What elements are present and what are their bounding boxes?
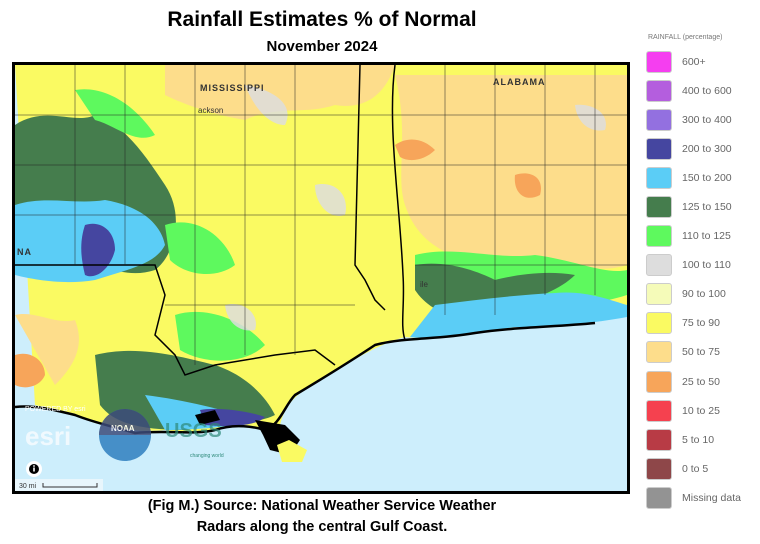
info-icon[interactable] [26, 461, 42, 477]
region-150-200-coast [145, 292, 627, 430]
legend-swatch [646, 50, 672, 73]
legend-item: 5 to 10 [646, 425, 760, 454]
legend-label: 0 to 5 [682, 462, 709, 475]
state-label-louisiana: NA [17, 247, 32, 257]
map-title: Rainfall Estimates % of Normal [167, 8, 477, 31]
region-50-75-east [395, 75, 627, 270]
scale-bar [42, 483, 98, 488]
legend-item: 0 to 5 [646, 454, 760, 483]
esri-wordmark: esri [25, 421, 71, 451]
map-canvas: MISSISSIPPI ALABAMA NA ackson ile POWERE… [15, 65, 627, 491]
legend-item: 600+ [646, 47, 760, 76]
legend-swatch [646, 137, 672, 160]
legend-swatch [646, 166, 672, 189]
usgs-tagline: changing world [190, 453, 224, 459]
legend-label: 125 to 150 [682, 201, 732, 214]
region-50-75-west [15, 313, 79, 385]
legend-swatch [646, 254, 672, 277]
scale-bar-bg [15, 479, 103, 491]
caption-line-2: Radars along the central Gulf Coast. [196, 519, 448, 535]
legend-label: 100 to 110 [682, 259, 731, 272]
legend-swatch [646, 108, 672, 131]
noaa-logo: NOAA [99, 409, 151, 461]
usgs-logo: USGS [165, 420, 222, 442]
state-label-alabama: ALABAMA [493, 77, 546, 87]
legend-swatch [646, 283, 672, 306]
legend-swatch [646, 457, 672, 480]
county-borders [15, 65, 627, 365]
legend-swatch [646, 428, 672, 451]
legend-label: Missing data [682, 491, 741, 504]
legend-item: 100 to 110 [646, 251, 760, 280]
legend-swatch [646, 79, 672, 102]
legend-label: 25 to 50 [682, 375, 720, 388]
legend-item: 110 to 125 [646, 222, 760, 251]
legend-item: 200 to 300 [646, 134, 760, 163]
legend-swatch [646, 486, 672, 509]
legend-item: 50 to 75 [646, 338, 760, 367]
legend-label: 10 to 25 [682, 404, 720, 417]
map-subtitle: November 2024 [266, 38, 378, 55]
caption-line-1: (Fig M.) Source: National Weather Servic… [147, 498, 497, 514]
city-label-jackson: ackson [198, 106, 223, 115]
esri-powered-by: POWERED BY esri [25, 406, 86, 413]
legend-item: 25 to 50 [646, 367, 760, 396]
region-50-75-north [165, 65, 395, 120]
legend-item: 90 to 100 [646, 280, 760, 309]
scale-label: 30 mi [19, 483, 37, 490]
legend-item: 125 to 150 [646, 192, 760, 221]
legend-swatch [646, 399, 672, 422]
legend-swatch [646, 370, 672, 393]
legend-swatch [646, 196, 672, 219]
legend-label: 600+ [682, 55, 706, 68]
legend-item: Missing data [646, 483, 760, 512]
legend-swatch [646, 341, 672, 364]
figure-caption: (Fig M.) Source: National Weather Servic… [12, 496, 632, 538]
legend-item: 75 to 90 [646, 309, 760, 338]
legend-label: 75 to 90 [682, 317, 720, 330]
legend-label: 150 to 200 [682, 171, 732, 184]
legend: RAINFALL (percentage) 600+ 400 to 600 300 … [646, 34, 760, 513]
city-label-mobile: ile [420, 280, 429, 289]
legend-label: 110 to 125 [682, 230, 731, 243]
legend-label: 50 to 75 [682, 346, 720, 359]
svg-text:NOAA: NOAA [111, 424, 135, 433]
legend-label: 400 to 600 [682, 84, 732, 97]
delta-islands [195, 410, 300, 455]
legend-item: 150 to 200 [646, 163, 760, 192]
region-100-110 [225, 85, 606, 331]
legend-label: 5 to 10 [682, 433, 715, 446]
delta-fringe [277, 440, 307, 462]
legend-item: 300 to 400 [646, 105, 760, 134]
legend-swatch [646, 312, 672, 335]
legend-label: 200 to 300 [682, 142, 732, 155]
state-label-mississippi: MISSISSIPPI [200, 83, 265, 93]
legend-label: 90 to 100 [682, 288, 726, 301]
legend-title: RAINFALL (percentage) [648, 34, 723, 41]
legend-label: 300 to 400 [682, 113, 732, 126]
rainfall-map[interactable]: MISSISSIPPI ALABAMA NA ackson ile POWERE… [12, 62, 630, 494]
region-200-300-west [81, 223, 115, 277]
legend-swatch [646, 225, 672, 248]
legend-item: 10 to 25 [646, 396, 760, 425]
legend-item: 400 to 600 [646, 76, 760, 105]
